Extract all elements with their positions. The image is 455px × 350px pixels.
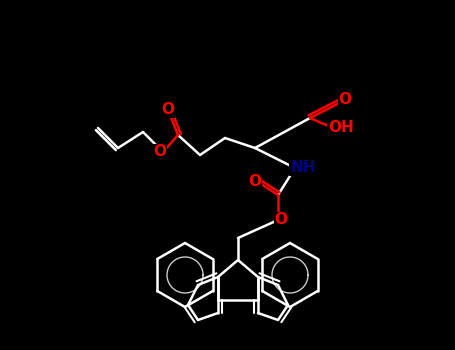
Text: O: O: [162, 103, 175, 118]
Text: O: O: [274, 212, 288, 228]
Text: OH: OH: [328, 120, 354, 135]
Text: NH: NH: [290, 161, 316, 175]
Text: O: O: [339, 92, 352, 107]
Text: O: O: [153, 145, 167, 160]
Text: O: O: [248, 175, 262, 189]
